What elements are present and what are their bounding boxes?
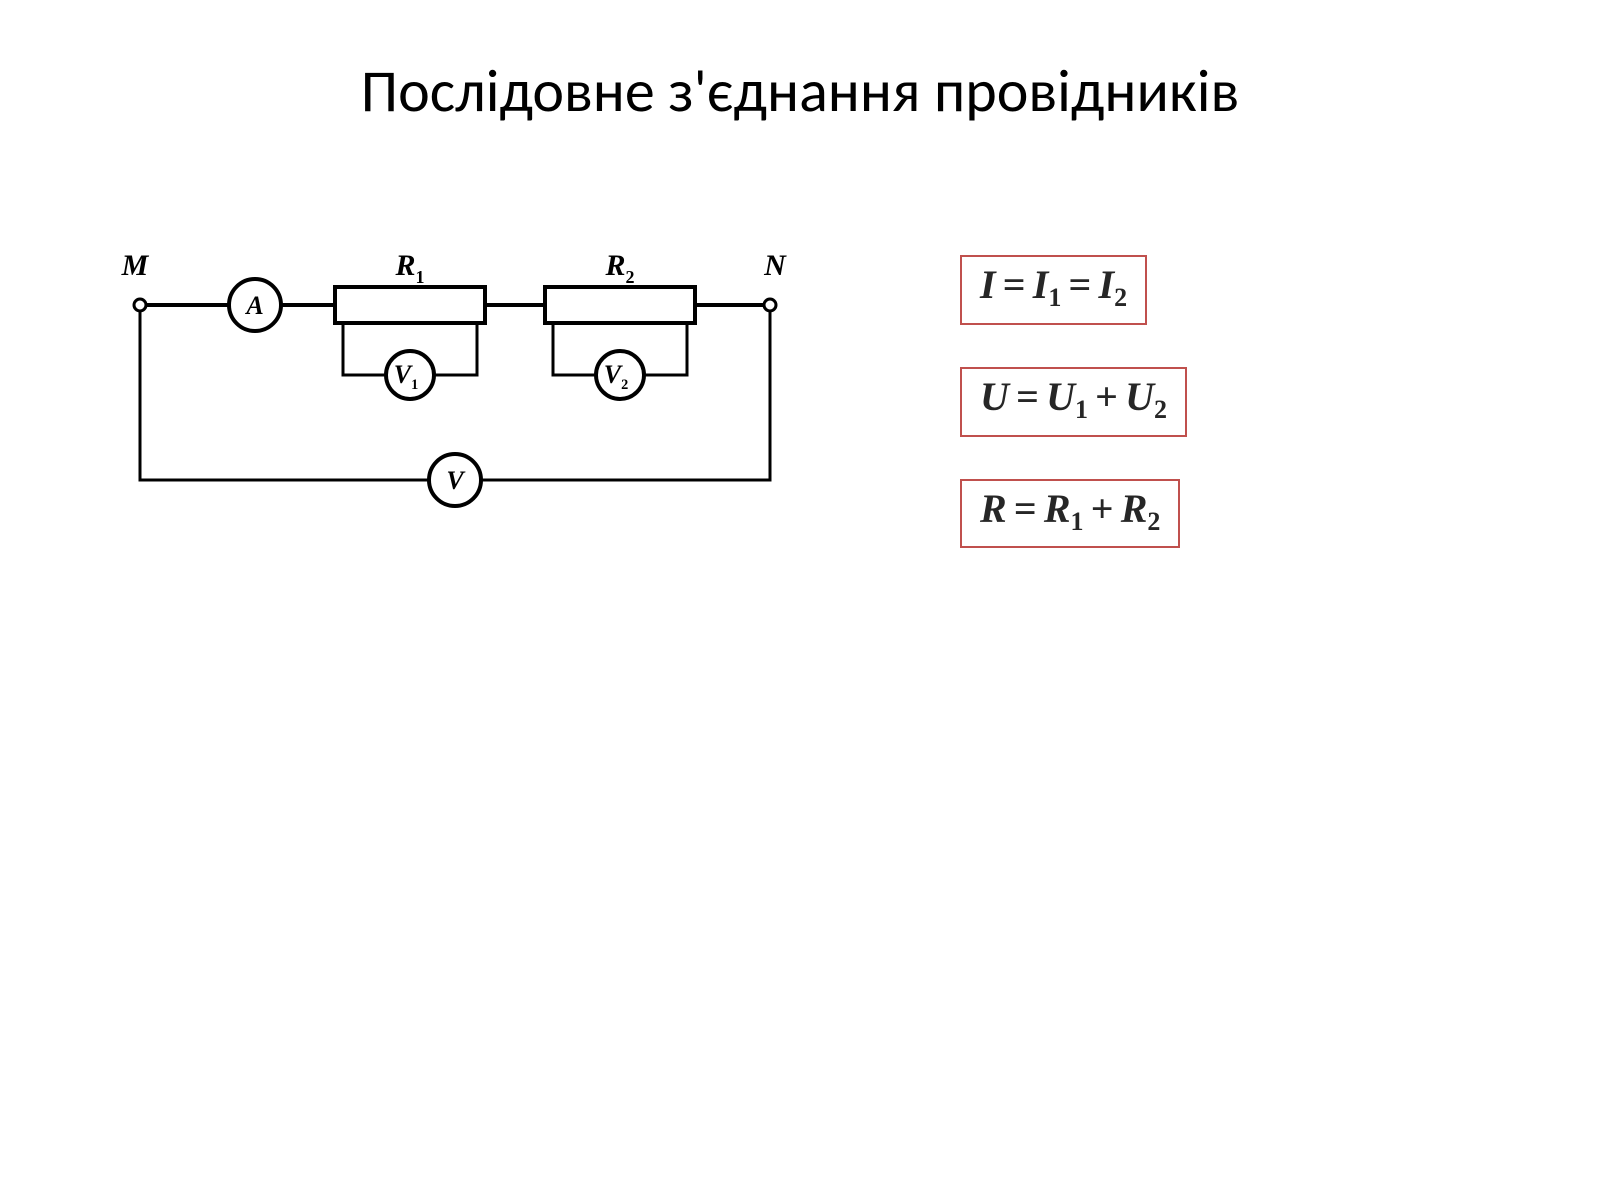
sym-U1: U	[1046, 374, 1075, 419]
svg-text:M: M	[121, 249, 150, 282]
op: +	[1084, 486, 1121, 531]
formula-resistance: R=R1+R2	[960, 479, 1180, 549]
svg-text:A: A	[244, 291, 263, 320]
svg-text:R2: R2	[604, 249, 634, 287]
op: +	[1088, 374, 1125, 419]
eq-sign: =	[1007, 486, 1044, 531]
sym-I: I	[980, 262, 996, 307]
slide-title: Послідовне з'єднання провідників	[0, 55, 1600, 128]
sym-I1: I	[1033, 262, 1049, 307]
svg-text:R1: R1	[394, 249, 424, 287]
sym-R1: R	[1044, 486, 1071, 531]
eq-sign: =	[996, 262, 1033, 307]
sym-U2: U	[1125, 374, 1154, 419]
formula-voltage: U=U1+U2	[960, 367, 1187, 437]
sub-2: 2	[1114, 283, 1127, 312]
sub-1: 1	[1048, 283, 1061, 312]
sub-1: 1	[1071, 506, 1084, 535]
sub-2: 2	[1154, 395, 1167, 424]
eq-sign: =	[1009, 374, 1046, 419]
formula-current: I=I1=I2	[960, 255, 1147, 325]
slide: Послідовне з'єднання провідників MNAR1R2…	[0, 0, 1600, 1200]
sub-1: 1	[1075, 395, 1088, 424]
formulas-column: I=I1=I2 U=U1+U2 R=R1+R2	[960, 255, 1380, 590]
sym-R: R	[980, 486, 1007, 531]
sym-U: U	[980, 374, 1009, 419]
circuit-svg: MNAR1R2V1V2V	[95, 225, 815, 565]
svg-text:N: N	[763, 249, 787, 282]
sym-I2: I	[1099, 262, 1115, 307]
op: =	[1061, 262, 1098, 307]
sym-R2: R	[1121, 486, 1148, 531]
circuit-diagram: MNAR1R2V1V2V	[95, 225, 815, 565]
svg-text:V: V	[446, 466, 466, 495]
sub-2: 2	[1147, 506, 1160, 535]
